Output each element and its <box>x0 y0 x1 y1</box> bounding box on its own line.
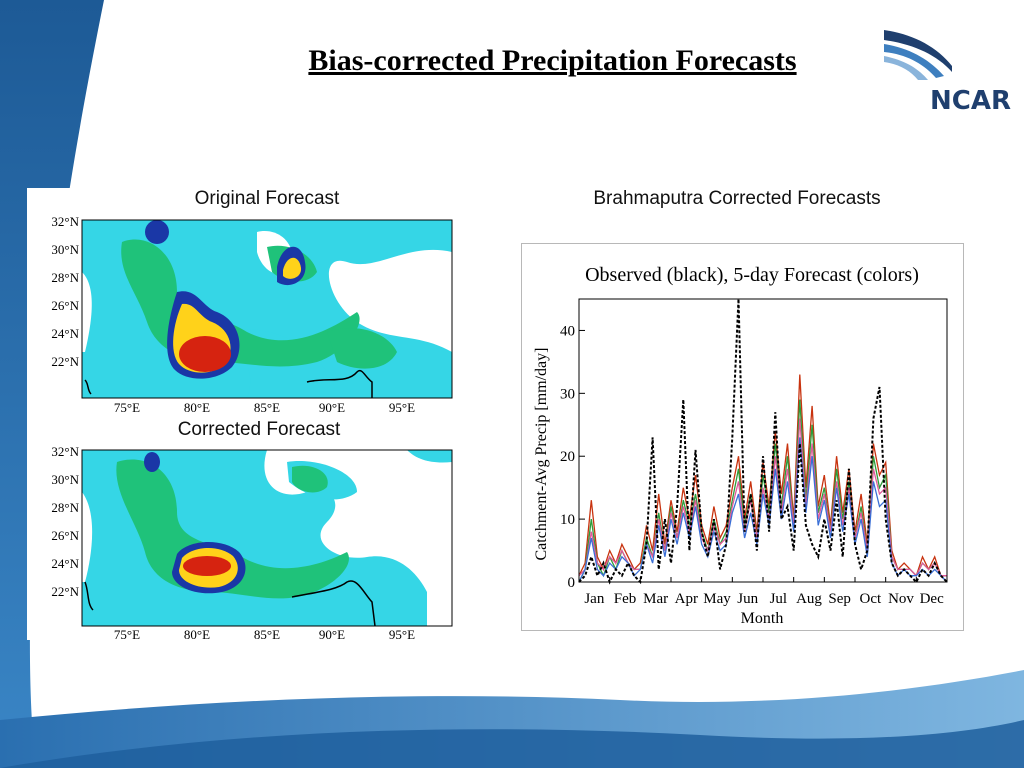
original-lat-labels: 32°N 30°N 28°N 26°N 24°N 22°N <box>51 214 79 369</box>
chart-title: Observed (black), 5-day Forecast (colors… <box>585 264 919 286</box>
x-tick-label-aug: Aug <box>796 591 822 607</box>
chart-caption: Brahmaputra Corrected Forecasts <box>593 188 881 209</box>
x-tick-label-jan: Jan <box>584 591 604 607</box>
corrected-forecast-label: Corrected Forecast <box>177 419 341 440</box>
x-tick-label-jun: Jun <box>737 591 758 607</box>
x-tick-label-sep: Sep <box>828 591 851 607</box>
ncar-logo-text: NCAR <box>930 86 1011 116</box>
lat-label: 22°N <box>51 354 79 369</box>
x-tick-label-dec: Dec <box>920 591 944 607</box>
lon-label: 75°E <box>114 627 140 640</box>
lat-label: 30°N <box>51 472 79 487</box>
lat-label: 24°N <box>51 556 79 571</box>
lon-label: 85°E <box>254 400 280 412</box>
ncar-logo-icon <box>884 30 952 80</box>
slide-title: Bias-corrected Precipitation Forecasts <box>308 44 797 77</box>
x-tick-label-mar: Mar <box>643 591 668 607</box>
lat-label: 22°N <box>51 584 79 599</box>
corrected-lat-labels: 32°N 30°N 28°N 26°N 24°N 22°N <box>51 444 79 599</box>
plot-frame <box>578 298 948 583</box>
x-tick-label-oct: Oct <box>859 591 881 607</box>
lon-label: 80°E <box>184 627 210 640</box>
lat-label: 30°N <box>51 242 79 257</box>
corrected-forecast-map: 32°N 30°N 28°N 26°N 24°N 22°N 75°E 80°E … <box>51 444 453 640</box>
lon-label: 85°E <box>254 627 280 640</box>
map-panel: Original Forecast Corrected Forecast 32°… <box>27 188 455 640</box>
corrected-lon-labels: 75°E 80°E 85°E 90°E 95°E <box>114 627 415 640</box>
y-tick-label: 20 <box>560 449 575 465</box>
lat-label: 24°N <box>51 326 79 341</box>
lon-label: 95°E <box>389 627 415 640</box>
original-forecast-map: 32°N 30°N 28°N 26°N 24°N 22°N 75°E 80°E … <box>51 214 453 412</box>
original-forecast-label: Original Forecast <box>194 188 340 209</box>
chart-x-axis-label: Month <box>741 610 784 627</box>
lat-label: 32°N <box>51 444 79 459</box>
chart-panel: Observed (black), 5-day Forecast (colors… <box>521 243 964 631</box>
lon-label: 75°E <box>114 400 140 412</box>
lon-label: 80°E <box>184 400 210 412</box>
lat-label: 26°N <box>51 298 79 313</box>
y-tick-label: 10 <box>560 512 575 528</box>
lon-label: 95°E <box>389 400 415 412</box>
lon-label: 90°E <box>319 400 345 412</box>
lat-label: 32°N <box>51 214 79 229</box>
y-tick-label: 0 <box>568 575 576 591</box>
lat-label: 28°N <box>51 500 79 515</box>
lat-label: 26°N <box>51 528 79 543</box>
lon-label: 90°E <box>319 627 345 640</box>
y-tick-label: 30 <box>560 386 575 402</box>
x-tick-label-nov: Nov <box>888 591 914 607</box>
precip-chart: Observed (black), 5-day Forecast (colors… <box>533 264 948 627</box>
x-tick-label-may: May <box>703 591 731 607</box>
chart-y-axis-label: Catchment-Avg Precip [mm/day] <box>533 348 550 561</box>
y-tick-label: 40 <box>560 323 575 339</box>
x-tick-label-apr: Apr <box>675 591 698 607</box>
original-lon-labels: 75°E 80°E 85°E 90°E 95°E <box>114 400 415 412</box>
lat-label: 28°N <box>51 270 79 285</box>
x-tick-label-feb: Feb <box>614 591 637 607</box>
observed-series-line <box>578 298 948 585</box>
x-tick-label-jul: Jul <box>770 591 788 607</box>
